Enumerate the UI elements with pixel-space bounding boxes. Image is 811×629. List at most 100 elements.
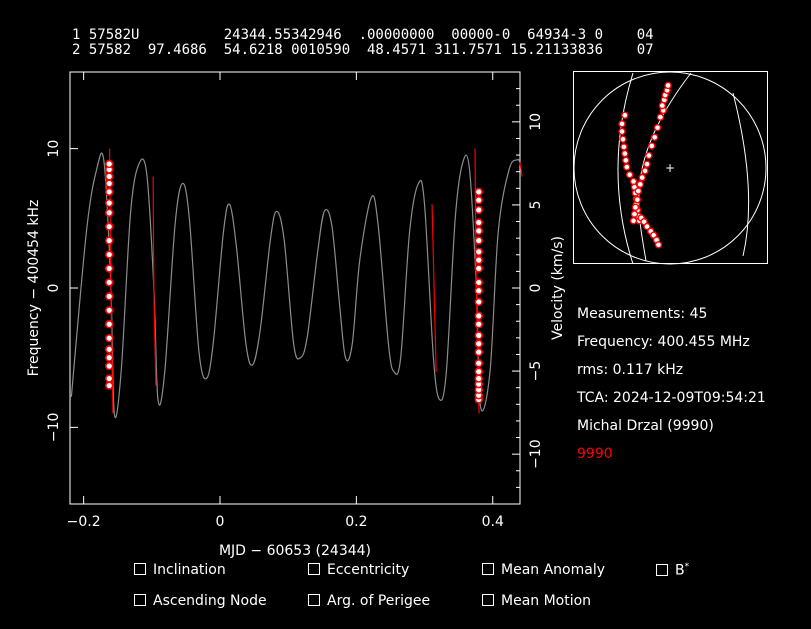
- frequency-measurement-point: [474, 331, 483, 340]
- frequency-measurement-point: [474, 218, 483, 227]
- skytrack-measurement-point: [623, 163, 631, 171]
- skytrack-measurement-point: [650, 133, 659, 141]
- frequency-measurement-point: [105, 345, 114, 354]
- checkbox-box[interactable]: [656, 563, 668, 576]
- frequency-measurement-point: [105, 187, 114, 197]
- x-tick-label: 0.2: [345, 514, 367, 530]
- eccentricity-checkbox[interactable]: Eccentricity: [308, 562, 409, 578]
- skytrack-measurement-point: [620, 143, 628, 151]
- measurement-layer: [105, 159, 483, 404]
- skytrack-measurement-point: [619, 135, 627, 143]
- checkbox-box[interactable]: [308, 594, 320, 606]
- site-id[interactable]: 9990: [577, 446, 613, 462]
- y-right-tick-label: 5: [528, 200, 544, 209]
- skytrack-measurement-point: [630, 210, 639, 218]
- rms-readout: rms: 0.117 kHz: [577, 362, 684, 378]
- axis-ticks: −0.2 0 0.2 0.4 −10 0 10 −10 −5 0 5 10: [46, 72, 544, 530]
- tle-line-2: 2 57582 97.4686 54.6218 0010590 48.4571 …: [72, 42, 654, 58]
- frequency-measurement-point: [474, 374, 483, 383]
- doppler-pass-segment: [152, 176, 157, 386]
- frequency-measurement-point: [105, 278, 114, 287]
- skytrack-measurement-point: [664, 81, 672, 90]
- arg-perigee-checkbox[interactable]: Arg. of Perigee: [308, 593, 430, 609]
- doppler-model-curve: [70, 152, 521, 419]
- doppler-pass-segment: [519, 162, 523, 177]
- skytrack-panel[interactable]: +: [573, 71, 769, 265]
- frequency-measurement-point: [474, 347, 483, 357]
- frequency-measurement-point: [105, 236, 114, 245]
- checkbox-box[interactable]: [308, 563, 320, 575]
- skytrack-measurement-point: [633, 195, 642, 204]
- ground-track-arc-3: [732, 92, 750, 257]
- skytrack-measurement-point: [629, 177, 638, 186]
- frequency-measurement-point: [105, 208, 114, 217]
- doppler-plot[interactable]: −0.2 0 0.2 0.4 −10 0 10 −10 −5 0 5 10 MJD − 60653 (…: [0, 0, 811, 560]
- skytrack-measurement-point: [618, 120, 626, 128]
- mean-motion-checkbox[interactable]: Mean Motion: [482, 593, 591, 609]
- frequency-measurement-point: [474, 255, 483, 265]
- ground-track-arc-1: [617, 72, 634, 265]
- frequency-measurement-point: [105, 292, 114, 301]
- frequency-measurement-point: [105, 353, 114, 362]
- checkbox-box[interactable]: [134, 563, 146, 575]
- ascending-node-checkbox[interactable]: Ascending Node: [134, 593, 267, 609]
- checkbox-box[interactable]: [482, 563, 494, 575]
- frequency-readout: Frequency: 400.455 MHz: [577, 334, 750, 350]
- skytrack-measurement-point: [636, 180, 644, 189]
- frequency-measurement-point: [474, 311, 483, 321]
- frequency-measurement-point: [474, 278, 483, 287]
- checkbox-box[interactable]: [134, 594, 146, 606]
- zenith-marker: +: [665, 161, 675, 175]
- inclination-checkbox[interactable]: Inclination: [134, 562, 226, 578]
- y-left-tick-label: −10: [46, 413, 62, 443]
- doppler-pass-segment: [431, 204, 437, 372]
- x-tick-label: −0.2: [67, 514, 101, 530]
- skytrack-measurement-point: [653, 123, 662, 132]
- x-tick-label: 0.4: [482, 514, 504, 530]
- frequency-measurement-point: [105, 381, 114, 390]
- frequency-measurement-point: [105, 159, 114, 169]
- frequency-measurement-point: [105, 264, 114, 273]
- frequency-measurement-point: [105, 222, 114, 231]
- frequency-measurement-point: [105, 333, 114, 343]
- y-right-tick-label: 0: [528, 284, 544, 293]
- bstar-label: B: [675, 562, 685, 579]
- plot-frame: [69, 71, 521, 505]
- frequency-measurement-point: [474, 339, 483, 348]
- skytrack-measurement-point: [618, 127, 626, 136]
- skytrack-measurement-point: [641, 167, 649, 175]
- skytrack-measurement-point: [622, 156, 630, 165]
- skytrack-measurement-point: [625, 171, 634, 179]
- skytrack-measurement-point: [654, 241, 663, 249]
- skytrack-measurement-point: [648, 142, 656, 150]
- y-left-tick-label: 10: [46, 140, 62, 158]
- frequency-measurement-point: [474, 286, 483, 295]
- mean-motion-label: Mean Motion: [501, 593, 592, 609]
- arg-perigee-label: Arg. of Perigee: [327, 593, 431, 609]
- y-axis-label-left: Frequency − 400454 kHz: [26, 200, 42, 377]
- mean-anomaly-checkbox[interactable]: Mean Anomaly: [482, 562, 605, 578]
- skytrack-measurement-point: [621, 149, 629, 158]
- frequency-measurement-point: [105, 250, 114, 259]
- frequency-measurement-point: [474, 367, 483, 376]
- tca-readout: TCA: 2024-12-09T09:54:21: [577, 390, 766, 406]
- frequency-measurement-point: [105, 179, 114, 188]
- horizon-circle: [573, 71, 767, 265]
- frequency-measurement-point: [105, 374, 114, 383]
- bstar-checkbox[interactable]: B*: [656, 562, 689, 579]
- tle-line-1: 1 57582U 24344.55342946 .00000000 00000-…: [72, 27, 654, 43]
- inclination-label: Inclination: [153, 562, 226, 578]
- frequency-measurement-point: [474, 297, 483, 307]
- checkbox-box[interactable]: [482, 594, 494, 606]
- y-axis-label-right: Velocity (km/s): [550, 236, 566, 340]
- skytrack-measurements: [618, 81, 672, 249]
- frequency-measurement-point: [105, 172, 114, 181]
- frequency-measurement-point: [474, 205, 483, 215]
- measurement-count: Measurements: 45: [577, 306, 708, 322]
- frequency-measurement-point: [474, 359, 483, 368]
- frequency-measurement-point: [474, 196, 483, 205]
- frequency-measurement-point: [105, 320, 114, 329]
- skytrack-measurement-point: [643, 222, 651, 231]
- ascending-node-label: Ascending Node: [153, 593, 267, 609]
- curve-layer: [70, 148, 523, 419]
